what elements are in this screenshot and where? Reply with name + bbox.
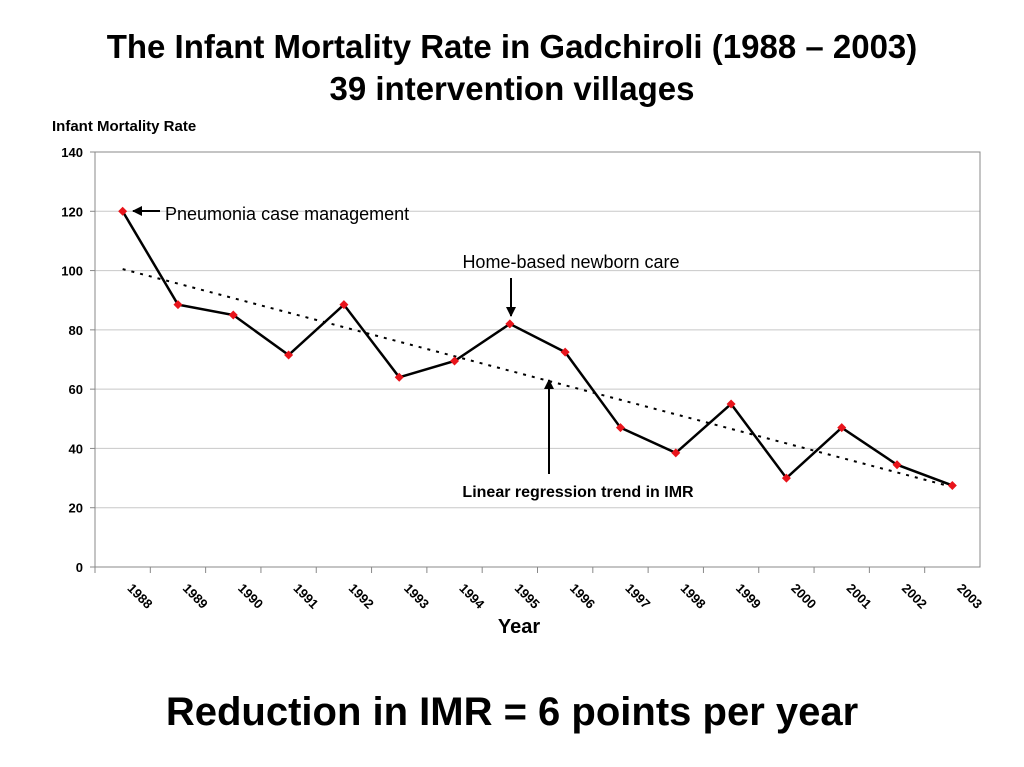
data-point-2003 bbox=[947, 480, 957, 490]
data-point-1995 bbox=[505, 319, 515, 329]
data-point-1997 bbox=[615, 423, 625, 433]
data-point-1993 bbox=[394, 372, 404, 382]
chart-subtitle: 39 intervention villages bbox=[329, 70, 695, 107]
data-point-1994 bbox=[450, 356, 460, 366]
x-tick-label: 1996 bbox=[567, 581, 598, 612]
x-tick-label: 2001 bbox=[844, 581, 875, 612]
data-point-2000 bbox=[781, 473, 791, 483]
data-point-1991 bbox=[284, 350, 294, 360]
x-tick-label: 1999 bbox=[733, 581, 764, 612]
x-tick-label: 1989 bbox=[180, 581, 211, 612]
x-tick-label: 2000 bbox=[788, 581, 819, 612]
data-point-1988 bbox=[118, 206, 128, 216]
annotation-trend: Linear regression trend in IMR bbox=[462, 484, 694, 501]
data-point-1996 bbox=[560, 347, 570, 357]
x-tick-label: 1988 bbox=[125, 581, 156, 612]
x-tick-label: 1993 bbox=[401, 581, 432, 612]
chart-title: The Infant Mortality Rate in Gadchiroli … bbox=[106, 28, 918, 65]
data-point-2001 bbox=[837, 423, 847, 433]
y-tick-label: 140 bbox=[61, 145, 83, 160]
x-tick-label: 2002 bbox=[899, 581, 930, 612]
annotation-pneumonia: Pneumonia case management bbox=[165, 204, 409, 224]
trend-line bbox=[122, 268, 953, 488]
annotation-newborn-care: Home-based newborn care bbox=[462, 252, 679, 272]
y-tick-label: 100 bbox=[61, 264, 83, 279]
data-point-1992 bbox=[339, 300, 349, 310]
data-markers bbox=[118, 206, 957, 490]
x-tick-label: 1998 bbox=[678, 581, 709, 612]
x-axis-ticks: 1988 1989 1990 1991 1992 1993 1994 1995 1996 1997… bbox=[94, 567, 985, 613]
x-tick-label: 1994 bbox=[456, 581, 488, 613]
x-tick-label: 1997 bbox=[622, 581, 653, 612]
data-point-1999 bbox=[726, 399, 736, 409]
y-tick-label: 40 bbox=[69, 441, 83, 456]
y-tick-label: 20 bbox=[69, 501, 83, 516]
x-tick-label: 1990 bbox=[235, 581, 266, 612]
footer-summary: Reduction in IMR = 6 points per year bbox=[165, 690, 859, 734]
y-tick-label: 120 bbox=[61, 204, 83, 219]
data-point-1998 bbox=[671, 448, 681, 458]
x-tick-label: 1995 bbox=[512, 581, 543, 612]
x-tick-label: 1991 bbox=[290, 581, 321, 612]
y-axis-ticks: 0 20 40 60 80 100 120 140 bbox=[61, 145, 95, 575]
data-point-2002 bbox=[892, 460, 902, 470]
x-tick-label: 1992 bbox=[346, 581, 377, 612]
data-point-1990 bbox=[228, 310, 238, 320]
x-tick-label: 2003 bbox=[954, 581, 985, 612]
gridlines bbox=[95, 210, 980, 509]
y-axis-label: Infant Mortality Rate bbox=[52, 118, 196, 135]
x-axis-label: Year bbox=[498, 616, 540, 638]
y-tick-label: 60 bbox=[69, 382, 83, 397]
imr-series-line bbox=[121, 210, 953, 487]
data-point-1989 bbox=[173, 300, 183, 310]
y-tick-label: 80 bbox=[69, 323, 83, 338]
y-tick-label: 0 bbox=[76, 560, 83, 575]
